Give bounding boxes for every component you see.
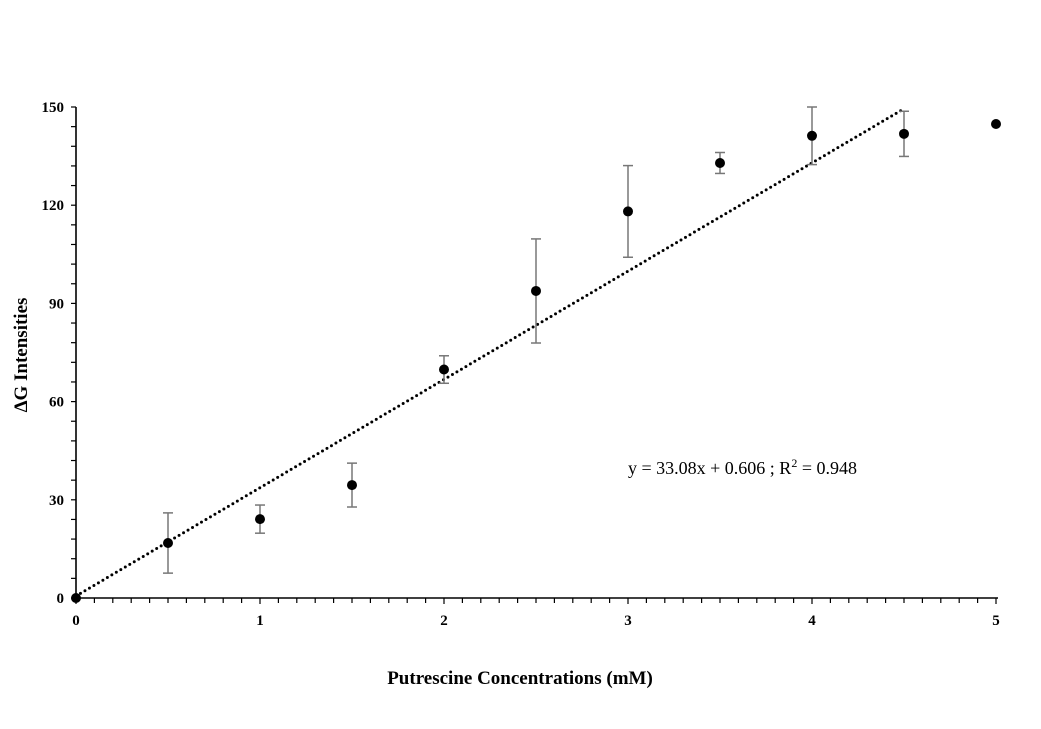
x-axis-label: Putrescine Concentrations (mM) bbox=[387, 668, 653, 689]
y-tick-label: 90 bbox=[49, 296, 64, 312]
equation-main: y = 33.08x + 0.606 ; R bbox=[628, 458, 791, 478]
y-tick-label: 30 bbox=[49, 493, 64, 509]
equation-tail: = 0.948 bbox=[797, 458, 857, 478]
data-point bbox=[347, 480, 357, 491]
x-tick-label: 2 bbox=[440, 613, 448, 629]
data-point bbox=[163, 538, 173, 549]
equation-superscript: 2 bbox=[791, 456, 797, 470]
data-points bbox=[71, 106, 1001, 603]
data-point bbox=[899, 128, 909, 139]
x-tick-label: 4 bbox=[808, 613, 816, 629]
y-tick-label: 0 bbox=[57, 591, 65, 607]
y-tick-label: 150 bbox=[42, 100, 65, 116]
data-point bbox=[623, 206, 633, 217]
trendline bbox=[74, 107, 906, 598]
trendline-group bbox=[74, 107, 906, 598]
x-tick-label: 5 bbox=[992, 613, 1000, 629]
data-point bbox=[991, 119, 1001, 130]
axes bbox=[71, 106, 998, 604]
x-tick-label: 1 bbox=[256, 613, 264, 629]
data-point bbox=[715, 157, 725, 168]
x-tick-label: 0 bbox=[72, 613, 80, 629]
y-tick-label: 60 bbox=[49, 395, 64, 411]
y-axis-label: ΔG Intensities bbox=[11, 298, 32, 413]
data-point bbox=[255, 514, 265, 525]
data-point bbox=[531, 285, 541, 296]
trendline-equation: y = 33.08x + 0.606 ; R2 = 0.948 bbox=[628, 456, 857, 478]
tick-labels: 0 1 2 3 4 5 0 30 60 90 120 150 bbox=[42, 100, 1000, 629]
y-tick-label: 120 bbox=[42, 198, 65, 214]
data-point bbox=[807, 130, 817, 141]
data-point bbox=[439, 364, 449, 375]
data-point bbox=[71, 593, 81, 603]
x-tick-label: 3 bbox=[624, 613, 632, 629]
